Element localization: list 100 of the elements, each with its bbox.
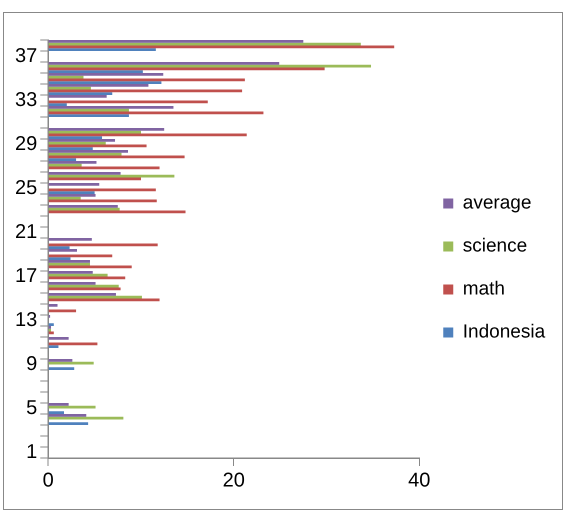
- y-tick-label: 37: [14, 45, 38, 68]
- bar: [48, 139, 116, 142]
- bar: [48, 134, 247, 136]
- bar: [48, 144, 147, 148]
- bar: [48, 326, 52, 329]
- bar: [48, 73, 164, 76]
- bar: [48, 194, 96, 197]
- bar: [48, 210, 186, 214]
- bar: [48, 416, 124, 420]
- bar: [48, 114, 129, 117]
- bar: [48, 161, 96, 164]
- bar: [48, 142, 106, 144]
- bar: [48, 284, 119, 288]
- bar: [48, 238, 92, 241]
- bar: [48, 282, 96, 285]
- bar: [48, 130, 141, 134]
- bar: [48, 323, 54, 326]
- bar: [48, 103, 67, 106]
- bar: [48, 296, 142, 298]
- bar: [48, 276, 126, 280]
- bar: [48, 76, 84, 78]
- bar: [48, 332, 54, 334]
- legend-label: math: [462, 278, 505, 300]
- bar: [48, 178, 141, 180]
- bar: [48, 164, 82, 166]
- bar: [48, 403, 69, 406]
- y-tick-label: 5: [26, 397, 38, 420]
- bar: [48, 205, 118, 208]
- bar: [48, 46, 394, 48]
- bar: [48, 196, 81, 200]
- bar: [48, 246, 70, 249]
- y-tick-label: 25: [14, 177, 38, 200]
- bar: [48, 95, 107, 98]
- bar: [48, 274, 108, 276]
- bar: [48, 100, 208, 104]
- bar: [48, 136, 102, 139]
- bar: [48, 70, 143, 73]
- bar: [48, 422, 88, 425]
- bar: [48, 42, 361, 46]
- bar: [48, 174, 174, 178]
- bar: [48, 406, 96, 408]
- bar: [48, 262, 90, 266]
- bar: [48, 64, 372, 68]
- bar: [48, 362, 94, 364]
- y-tick-label: 29: [14, 133, 38, 156]
- bar: [48, 183, 100, 186]
- bar: [48, 78, 245, 82]
- bar: [48, 152, 122, 156]
- bar: [48, 411, 64, 414]
- bar: [48, 150, 128, 153]
- bar: [48, 166, 160, 170]
- x-tick-label: 40: [408, 470, 430, 492]
- bar: [48, 337, 69, 340]
- bar: [48, 359, 72, 362]
- bar: [48, 288, 121, 290]
- x-tick-label: 20: [222, 470, 245, 492]
- bar: [48, 304, 58, 307]
- bar: [48, 257, 71, 260]
- y-tick-label: 9: [26, 353, 38, 376]
- bar: [48, 342, 98, 346]
- y-tick-label: 1: [26, 441, 38, 464]
- bar: [48, 188, 156, 192]
- bar: [48, 266, 132, 268]
- bar: [48, 249, 77, 252]
- bar: [48, 200, 157, 202]
- bar: [48, 208, 120, 210]
- bar: [48, 172, 121, 175]
- bar: [48, 147, 93, 150]
- y-tick-label: 13: [14, 309, 38, 332]
- bar: [48, 86, 91, 90]
- bar: [48, 328, 52, 332]
- bar: [48, 310, 76, 312]
- legend-label: Indonesia: [462, 322, 546, 343]
- bar: [48, 40, 304, 43]
- bar: [48, 90, 242, 92]
- bar: [48, 106, 174, 109]
- bar: [48, 68, 325, 70]
- bar: [48, 84, 148, 87]
- bar: [48, 62, 280, 65]
- bar: [48, 298, 160, 302]
- bar: [48, 81, 162, 84]
- bar: [48, 345, 58, 348]
- bar: [48, 48, 156, 51]
- bar: [48, 271, 93, 274]
- x-tick-label: 0: [42, 470, 54, 492]
- bar: [48, 112, 264, 114]
- legend-label: average: [462, 192, 532, 214]
- bar: [48, 92, 112, 95]
- legend-label: science: [462, 236, 528, 257]
- y-tick-label: 33: [14, 89, 38, 112]
- bar: [48, 128, 164, 131]
- bar: [48, 158, 76, 161]
- bar: [48, 156, 185, 158]
- bar: [48, 108, 129, 112]
- bar: [48, 254, 112, 258]
- bar: [48, 244, 158, 246]
- bar: [48, 367, 74, 370]
- bar: [48, 414, 86, 417]
- y-tick-label: 21: [14, 221, 38, 244]
- bar: [48, 191, 95, 194]
